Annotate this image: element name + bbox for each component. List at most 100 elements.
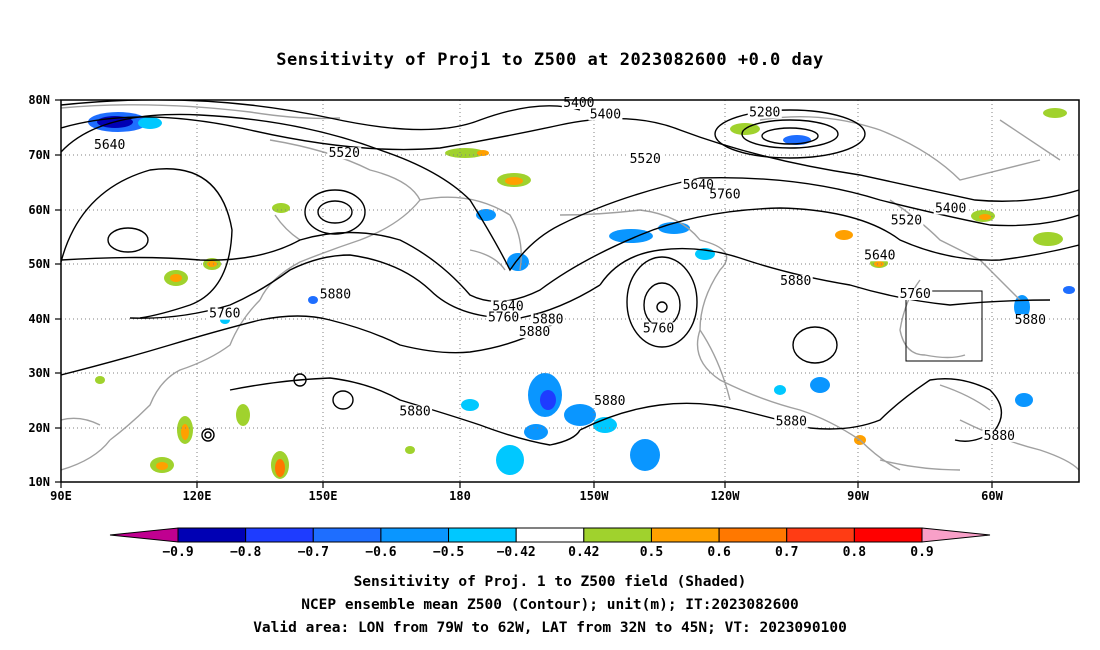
contour-label-bg bbox=[982, 429, 1017, 442]
contour-label-bg bbox=[530, 313, 565, 326]
contour-label: 5760 bbox=[900, 287, 931, 302]
contour-label-bg bbox=[486, 311, 521, 324]
colorbar-swatch bbox=[177, 527, 247, 543]
lon-label-150w: 150W bbox=[580, 489, 610, 503]
colorbar-tick-label: −0.7 bbox=[298, 545, 329, 560]
contour-label-bg bbox=[774, 415, 809, 428]
axis-ticks bbox=[55, 99, 993, 488]
lon-labels: 90E 120E 150E 180 150W 120W 90W 60W bbox=[50, 489, 1003, 503]
colorbar-tick-label: −0.42 bbox=[497, 545, 536, 560]
contour-label-bg bbox=[628, 153, 663, 166]
colorbar-right-arrow bbox=[921, 527, 991, 543]
contour-label: 5520 bbox=[891, 213, 922, 228]
coastlines bbox=[61, 104, 1079, 471]
colorbar-swatch bbox=[380, 527, 450, 543]
contour-label-bg bbox=[747, 106, 782, 119]
colorbar-swatch bbox=[448, 527, 517, 543]
lon-label-120w: 120W bbox=[711, 489, 741, 503]
contour-label-bg bbox=[398, 405, 433, 418]
colorbar-tick-label: 0.42 bbox=[568, 545, 599, 560]
map-frame bbox=[60, 99, 1080, 483]
contour-label: 5880 bbox=[594, 394, 625, 409]
contour-label: 5880 bbox=[532, 313, 563, 328]
contour-label-bg bbox=[592, 394, 627, 407]
contour-label-bg bbox=[207, 307, 242, 320]
colorbar-swatch bbox=[245, 527, 314, 543]
colorbar-tick-label: 0.7 bbox=[775, 545, 798, 560]
colorbar-swatch bbox=[650, 527, 720, 543]
contour-label: 5880 bbox=[776, 415, 807, 430]
contour-label-bg bbox=[588, 108, 623, 121]
contour-label: 5520 bbox=[630, 152, 661, 167]
colorbar-swatch bbox=[515, 527, 585, 543]
lon-label-90w: 90W bbox=[847, 489, 869, 503]
contour-label-bg bbox=[327, 147, 362, 160]
colorbar-left-arrow bbox=[109, 527, 179, 543]
colorbar-tick-label: 0.6 bbox=[707, 545, 731, 560]
lat-label-50n: 50N bbox=[28, 257, 50, 271]
lat-label-60n: 60N bbox=[28, 203, 50, 217]
lon-label-150e: 150E bbox=[309, 489, 338, 503]
colorbar-tick-label: −0.8 bbox=[230, 545, 261, 560]
valid-area-box bbox=[905, 290, 983, 362]
lat-label-40n: 40N bbox=[28, 312, 50, 326]
contour-label: 5760 bbox=[209, 307, 240, 322]
caption-valid-area: Valid area: LON from 79W to 62W, LAT fro… bbox=[253, 620, 847, 636]
contour-label: 5280 bbox=[749, 105, 780, 120]
lat-label-30n: 30N bbox=[28, 366, 50, 380]
contour-label-bg bbox=[681, 178, 716, 191]
lat-label-70n: 70N bbox=[28, 148, 50, 162]
colorbar-tick-label: −0.9 bbox=[162, 545, 193, 560]
contour-label: 5760 bbox=[709, 188, 740, 203]
colorbar-tick-label: −0.6 bbox=[365, 545, 396, 560]
lat-label-10n: 10N bbox=[28, 475, 50, 489]
contour-label-bg bbox=[862, 249, 897, 262]
contour-label: 5640 bbox=[683, 178, 714, 193]
lat-labels: 80N 70N 60N 50N 40N 30N 20N 10N bbox=[28, 93, 50, 489]
colorbar-tick-label: −0.5 bbox=[433, 545, 464, 560]
contour-label-bg bbox=[1013, 314, 1048, 327]
contour-label: 5640 bbox=[94, 138, 125, 153]
chart-title: Sensitivity of Proj1 to Z500 at 20230826… bbox=[276, 50, 824, 70]
caption-shading: Sensitivity of Proj. 1 to Z500 field (Sh… bbox=[353, 574, 747, 590]
lon-label-180: 180 bbox=[449, 489, 471, 503]
contour-label: 5880 bbox=[519, 325, 550, 340]
colorbar-swatch bbox=[583, 527, 652, 543]
colorbar-tick-label: 0.8 bbox=[843, 545, 867, 560]
contour-label-bg bbox=[889, 214, 924, 227]
colorbar-tick-label: 0.5 bbox=[640, 545, 663, 560]
colorbar-swatch bbox=[853, 527, 923, 543]
gridlines bbox=[61, 100, 1079, 482]
caption-contour: NCEP ensemble mean Z500 (Contour); unit(… bbox=[301, 597, 799, 613]
contour-label: 5880 bbox=[984, 429, 1015, 444]
contour-label-bg bbox=[707, 188, 742, 201]
contour-label-bg bbox=[898, 288, 933, 301]
lon-label-90e: 90E bbox=[50, 489, 72, 503]
contour-label: 5400 bbox=[935, 201, 966, 216]
lon-label-120e: 120E bbox=[183, 489, 212, 503]
colorbar-swatch bbox=[786, 527, 855, 543]
colorbar-tick-label: 0.9 bbox=[910, 545, 933, 560]
z500-contours bbox=[61, 100, 1079, 446]
contour-label: 5880 bbox=[399, 404, 430, 419]
contour-label: 5880 bbox=[780, 274, 811, 289]
colorbar-swatch bbox=[718, 527, 788, 543]
lon-label-60w: 60W bbox=[981, 489, 1003, 503]
colorbar: −0.9 −0.8 −0.7 −0.6 −0.5 −0.42 0.42 0.5 0.6 0.7 0.… bbox=[109, 527, 991, 560]
contour-label: 5520 bbox=[329, 146, 360, 161]
contour-label-bg bbox=[491, 300, 526, 313]
colorbar-swatch bbox=[312, 527, 382, 543]
contour-label-bg bbox=[517, 326, 552, 339]
contour-label: 5400 bbox=[590, 107, 621, 122]
lat-label-20n: 20N bbox=[28, 421, 50, 435]
contour-label-bg bbox=[778, 274, 813, 287]
contour-label: 5640 bbox=[864, 248, 895, 263]
contour-label: 5880 bbox=[1015, 313, 1046, 328]
contour-label: 5640 bbox=[492, 300, 523, 315]
contour-label: 5760 bbox=[643, 321, 674, 336]
contour-label-bg bbox=[933, 202, 968, 215]
contour-label: 5760 bbox=[488, 310, 519, 325]
lat-label-80n: 80N bbox=[28, 93, 50, 107]
contour-label: 5880 bbox=[320, 288, 351, 303]
